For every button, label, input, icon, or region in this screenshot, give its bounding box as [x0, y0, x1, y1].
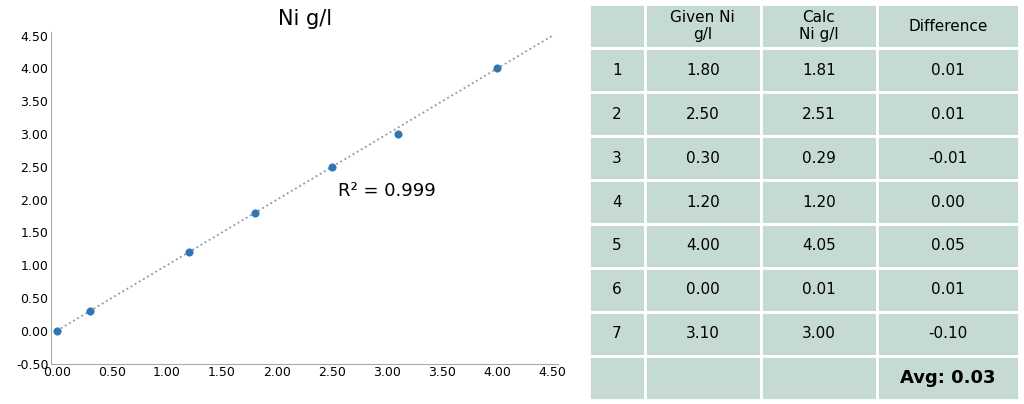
Bar: [589, 180, 645, 224]
Text: 3.00: 3.00: [802, 326, 836, 341]
Text: 1.80: 1.80: [686, 63, 720, 78]
Bar: [589, 92, 645, 136]
Text: 0.30: 0.30: [686, 151, 720, 166]
Bar: [877, 268, 1019, 312]
Bar: [589, 224, 645, 268]
Bar: [645, 48, 761, 92]
Bar: [645, 92, 761, 136]
Bar: [761, 180, 877, 224]
Bar: [761, 136, 877, 180]
Bar: [589, 312, 645, 356]
Text: 0.00: 0.00: [931, 194, 965, 210]
Bar: [589, 136, 645, 180]
Bar: [761, 4, 877, 48]
Bar: [645, 224, 761, 268]
Text: 1.20: 1.20: [802, 194, 836, 210]
Bar: [645, 136, 761, 180]
Text: 0.29: 0.29: [802, 151, 836, 166]
Text: 1.81: 1.81: [802, 63, 836, 78]
Bar: [877, 312, 1019, 356]
Bar: [645, 180, 761, 224]
Text: 0.01: 0.01: [931, 107, 965, 122]
Text: -0.01: -0.01: [929, 151, 968, 166]
Text: 7: 7: [612, 326, 622, 341]
Title: Ni g/l: Ni g/l: [278, 9, 332, 29]
Text: 2.51: 2.51: [802, 107, 836, 122]
Text: 4.00: 4.00: [686, 238, 720, 253]
Text: 0.01: 0.01: [931, 63, 965, 78]
Point: [181, 249, 198, 255]
Text: 0.01: 0.01: [802, 282, 836, 297]
Text: 0.00: 0.00: [686, 282, 720, 297]
Text: 1: 1: [612, 63, 622, 78]
Bar: [645, 4, 761, 48]
Text: 4.05: 4.05: [802, 238, 836, 253]
Bar: [589, 268, 645, 312]
Text: 4: 4: [612, 194, 622, 210]
Bar: [761, 224, 877, 268]
Bar: [761, 48, 877, 92]
Bar: [645, 268, 761, 312]
Text: 0.01: 0.01: [931, 282, 965, 297]
Text: Given Ni
g/l: Given Ni g/l: [671, 10, 735, 42]
Text: 0.05: 0.05: [931, 238, 965, 253]
Bar: [761, 92, 877, 136]
Text: R² = 0.999: R² = 0.999: [338, 182, 435, 200]
Bar: [761, 312, 877, 356]
Text: 2.50: 2.50: [686, 107, 720, 122]
Text: Avg: 0.03: Avg: 0.03: [900, 369, 995, 387]
Bar: [877, 136, 1019, 180]
Text: 3: 3: [612, 151, 622, 166]
Text: -0.10: -0.10: [929, 326, 968, 341]
Bar: [877, 4, 1019, 48]
Bar: [589, 48, 645, 92]
Point: [48, 328, 65, 334]
Bar: [589, 4, 645, 48]
Bar: [589, 356, 645, 400]
Text: Difference: Difference: [908, 19, 987, 34]
Bar: [877, 92, 1019, 136]
Text: Calc
Ni g/l: Calc Ni g/l: [799, 10, 839, 42]
Bar: [645, 312, 761, 356]
Bar: [877, 48, 1019, 92]
Text: 5: 5: [612, 238, 622, 253]
Bar: [645, 356, 761, 400]
Text: 6: 6: [612, 282, 622, 297]
Point: [489, 65, 506, 72]
Bar: [877, 224, 1019, 268]
Point: [247, 210, 263, 216]
Text: 2: 2: [612, 107, 622, 122]
Bar: [877, 356, 1019, 400]
Text: 1.20: 1.20: [686, 194, 720, 210]
Point: [82, 308, 98, 314]
Point: [390, 131, 407, 137]
Point: [324, 164, 340, 170]
Bar: [761, 356, 877, 400]
Text: 3.10: 3.10: [686, 326, 720, 341]
Bar: [877, 180, 1019, 224]
Bar: [761, 268, 877, 312]
